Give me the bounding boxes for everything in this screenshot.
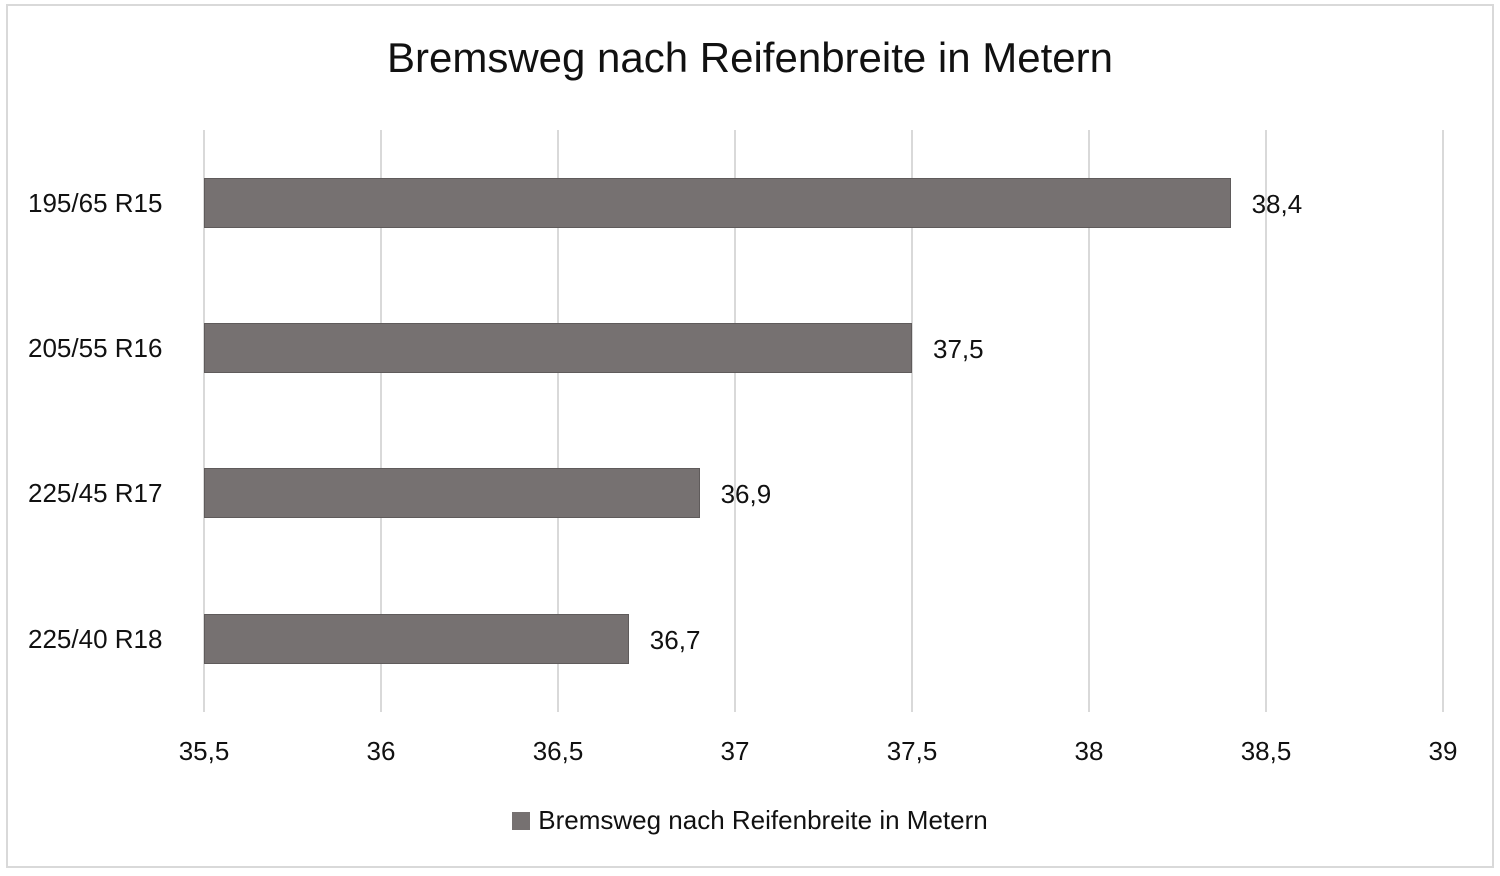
gridline: [557, 130, 559, 712]
x-tick-label: 36: [366, 736, 396, 766]
data-label: 38,4: [1251, 189, 1303, 219]
category-label: 205/55 R16: [28, 333, 163, 363]
data-label: 37,5: [933, 334, 984, 364]
category-label: 195/65 R15: [28, 188, 163, 218]
bar[interactable]: [204, 178, 1231, 228]
chart-frame: [6, 4, 1494, 868]
gridline: [911, 130, 913, 712]
x-tick-label: 38,5: [1240, 736, 1292, 766]
data-label: 36,7: [649, 625, 701, 655]
bar[interactable]: [204, 323, 912, 373]
bar[interactable]: [204, 468, 700, 518]
x-tick-label: 36,5: [532, 736, 584, 766]
x-tick-label: 37,5: [886, 736, 938, 766]
data-label: 36,9: [720, 479, 772, 509]
legend-swatch-icon: [512, 811, 531, 830]
x-tick-label: 37: [720, 736, 750, 766]
legend-label: Bremsweg nach Reifenbreite in Metern: [538, 805, 988, 835]
gridline: [1088, 130, 1090, 712]
gridline: [1265, 130, 1267, 712]
gridline: [1442, 130, 1444, 712]
category-label: 225/45 R17: [28, 478, 163, 508]
chart-title: Bremsweg nach Reifenbreite in Metern: [386, 34, 1114, 81]
bar[interactable]: [204, 614, 629, 664]
x-tick-label: 39: [1428, 736, 1458, 766]
gridline: [380, 130, 382, 712]
x-tick-label: 35,5: [178, 736, 230, 766]
legend: Bremsweg nach Reifenbreite in Metern: [0, 805, 1500, 836]
category-label: 225/40 R18: [28, 624, 163, 654]
x-tick-label: 38: [1074, 736, 1104, 766]
gridline: [203, 130, 205, 712]
gridline: [734, 130, 736, 712]
